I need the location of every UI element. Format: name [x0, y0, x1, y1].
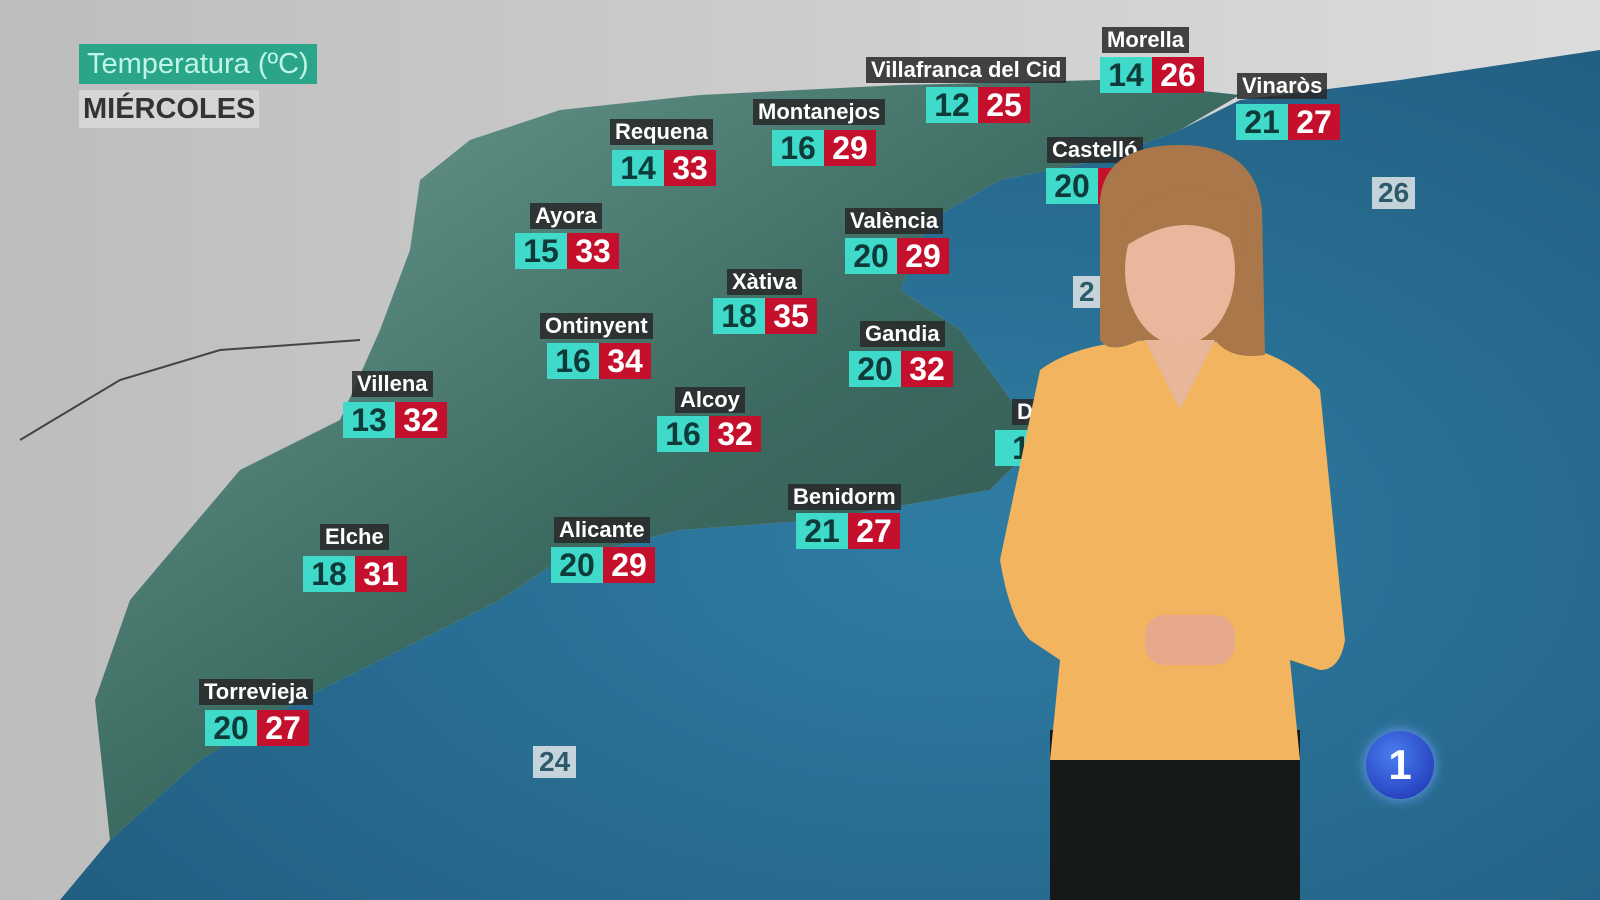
min-temp: 18 [303, 556, 355, 592]
map-title: Temperatura (ºC) [79, 44, 317, 84]
presenter [1000, 145, 1345, 900]
max-temp: 27 [848, 513, 900, 549]
max-temp: 27 [257, 710, 309, 746]
region-land [95, 80, 1240, 840]
min-temp: 16 [657, 416, 709, 452]
max-temp: 33 [567, 233, 619, 269]
sea-temp: 24 [533, 746, 577, 778]
min-temp: 20 [1046, 168, 1098, 204]
min-temp: 20 [205, 710, 257, 746]
city-name: Benidorm [788, 484, 901, 510]
min-temp: 21 [1236, 104, 1288, 140]
max-temp: 32 [901, 351, 953, 387]
city-name: Montanejos [753, 99, 886, 125]
min-temp: 16 [547, 343, 599, 379]
min-temp: 14 [1100, 57, 1152, 93]
min-temp: 18 [713, 298, 765, 334]
city-name: Vinaròs [1237, 73, 1328, 99]
min-temp: 12 [926, 87, 978, 123]
city-name: Alcoy [675, 387, 745, 413]
max-temp: 32 [709, 416, 761, 452]
city-name: Gandia [860, 321, 945, 347]
city-name: Requena [610, 119, 713, 145]
max-temp: 27 [1288, 104, 1340, 140]
max-temp: 29 [897, 238, 949, 274]
max-temp: 25 [978, 87, 1030, 123]
sea-temp: 2 [1073, 276, 1101, 308]
max-temp: 34 [599, 343, 651, 379]
min-temp: 16 [772, 130, 824, 166]
city-name: Ontinyent [540, 313, 653, 339]
max-temp: 33 [664, 150, 716, 186]
city-name: Alicante [554, 517, 650, 543]
max-temp: 32 [395, 402, 447, 438]
city-name: Morella [1102, 27, 1190, 53]
min-temp: 20 [845, 238, 897, 274]
city-name: Villena [352, 371, 433, 397]
min-temp: 14 [612, 150, 664, 186]
city-name: València [845, 208, 944, 234]
city-name: Villafranca del Cid [866, 57, 1067, 83]
max-temp: 29 [603, 547, 655, 583]
city-name: Torrevieja [199, 679, 313, 705]
max-temp: 26 [1152, 57, 1204, 93]
sea-temp: 26 [1372, 177, 1416, 209]
min-temp: 15 [515, 233, 567, 269]
max-temp: 29 [824, 130, 876, 166]
city-name: Elche [320, 524, 389, 550]
max-temp: 31 [355, 556, 407, 592]
channel-logo: 1 [1366, 731, 1434, 799]
min-temp: 20 [551, 547, 603, 583]
min-temp: 13 [343, 402, 395, 438]
city-name: Xàtiva [727, 269, 802, 295]
city-name: Ayora [530, 203, 602, 229]
day-label: MIÉRCOLES [79, 90, 260, 128]
min-temp: 20 [849, 351, 901, 387]
min-temp: 21 [796, 513, 848, 549]
max-temp: 35 [765, 298, 817, 334]
